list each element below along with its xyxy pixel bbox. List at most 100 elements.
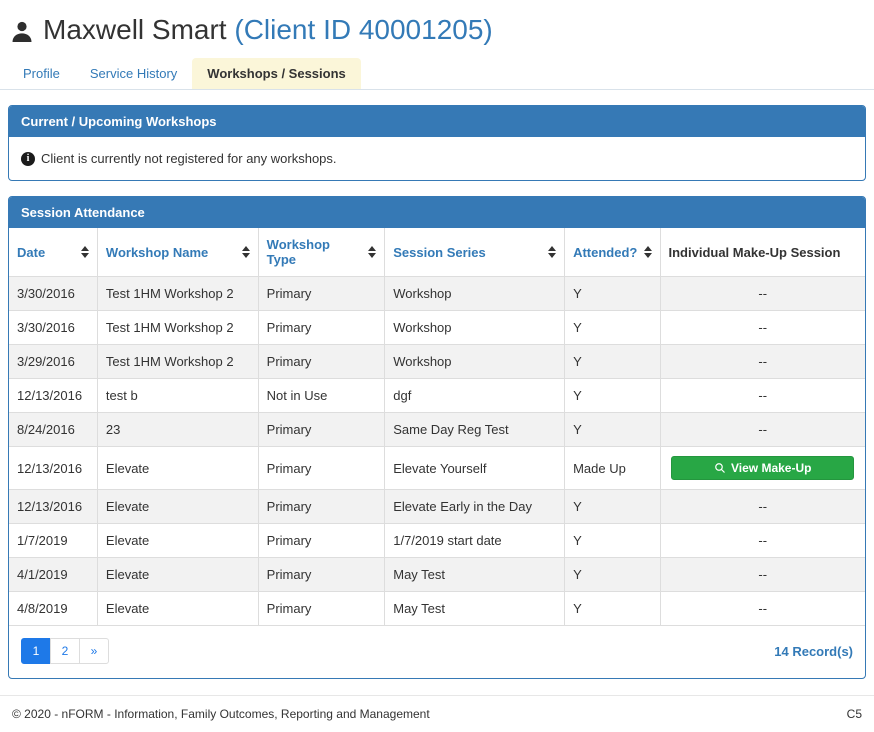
workshop-name-cell: Elevate — [96, 591, 259, 626]
record-count: 14 Record(s) — [774, 643, 853, 659]
date-cell: 3/29/2016 — [9, 344, 98, 379]
column-header-attended[interactable]: Attended? — [564, 228, 661, 277]
session-series-cell: May Test — [384, 557, 566, 592]
sort-icon[interactable] — [643, 246, 652, 258]
makeup-cell: -- — [659, 344, 865, 379]
date-cell: 12/13/2016 — [9, 446, 98, 490]
column-header-label: Workshop Name — [105, 244, 209, 260]
upcoming-workshops-panel-body: i Client is currently not registered for… — [9, 137, 865, 180]
workshop-type-cell: Primary — [257, 523, 386, 558]
sort-icon[interactable] — [548, 246, 557, 258]
workshop-name-cell: Test 1HM Workshop 2 — [96, 344, 259, 379]
tab-bar: Profile Service History Workshops / Sess… — [0, 58, 874, 90]
sort-icon[interactable] — [80, 246, 89, 258]
workshop-type-cell: Primary — [257, 489, 386, 524]
workshop-type-cell: Not in Use — [257, 378, 386, 413]
session-series-cell: dgf — [384, 378, 566, 413]
date-cell: 3/30/2016 — [9, 276, 98, 311]
page-title: Maxwell Smart (Client ID 40001205) — [43, 14, 493, 46]
tab-service-history[interactable]: Service History — [89, 66, 178, 81]
pagination-page-2[interactable]: 2 — [50, 638, 80, 664]
column-header-label: Workshop Type — [266, 237, 330, 267]
column-header-label: Attended? — [573, 244, 638, 260]
table-row: 4/1/2019 Elevate Primary May Test Y -- — [9, 557, 865, 592]
tab-profile[interactable]: Profile — [23, 66, 60, 81]
workshop-name-cell: Elevate — [96, 523, 259, 558]
search-icon — [714, 462, 726, 474]
table-row: 12/13/2016 Elevate Primary Elevate Early in… — [9, 489, 865, 524]
pagination-next[interactable]: » — [79, 638, 109, 664]
workshop-name-cell: test b — [96, 378, 259, 413]
table-row: 12/13/2016 test b Not in Use dgf Y -- — [9, 378, 865, 413]
attendance-table-body: 3/30/2016 Test 1HM Workshop 2 Primary Works… — [9, 276, 865, 626]
column-header-session-series[interactable]: Session Series — [384, 228, 566, 277]
sort-icon[interactable] — [368, 246, 377, 258]
column-header-label: Session Series — [393, 244, 486, 260]
workshop-name-cell: Test 1HM Workshop 2 — [96, 276, 259, 311]
column-header-workshop-name[interactable]: Workshop Name — [96, 228, 259, 277]
table-row: 3/30/2016 Test 1HM Workshop 2 Primary Works… — [9, 276, 865, 311]
attended-cell: Y — [564, 489, 661, 524]
session-series-cell: Workshop — [384, 344, 566, 379]
client-header: Maxwell Smart (Client ID 40001205) — [0, 8, 874, 46]
makeup-cell: -- — [659, 489, 865, 524]
view-makeup-button[interactable]: View Make-Up — [671, 456, 855, 480]
workshop-name-cell: 23 — [96, 412, 259, 447]
workshop-type-cell: Primary — [257, 557, 386, 592]
pagination-page-1[interactable]: 1 — [21, 638, 51, 664]
attended-cell: Made Up — [564, 446, 661, 490]
workshop-type-cell: Primary — [257, 591, 386, 626]
session-attendance-panel-title: Session Attendance — [9, 197, 865, 228]
person-icon — [10, 20, 34, 44]
upcoming-workshops-panel-title: Current / Upcoming Workshops — [9, 106, 865, 137]
attended-cell: Y — [564, 378, 661, 413]
makeup-cell: -- — [659, 523, 865, 558]
info-circle-icon: i — [21, 151, 35, 166]
column-header-date[interactable]: Date — [9, 228, 98, 277]
view-makeup-button-label: View Make-Up — [731, 461, 812, 475]
column-header-individual-makeup: Individual Make-Up Session — [659, 228, 865, 277]
makeup-cell: -- — [659, 378, 865, 413]
date-cell: 4/8/2019 — [9, 591, 98, 626]
workshop-type-cell: Primary — [257, 276, 386, 311]
tab-workshops-sessions[interactable]: Workshops / Sessions — [192, 58, 361, 89]
workshop-type-cell: Primary — [257, 412, 386, 447]
table-row: 1/7/2019 Elevate Primary 1/7/2019 start dat… — [9, 523, 865, 558]
makeup-cell: -- — [659, 557, 865, 592]
session-series-cell: Workshop — [384, 310, 566, 345]
makeup-cell: -- — [659, 591, 865, 626]
attended-cell: Y — [564, 310, 661, 345]
date-cell: 4/1/2019 — [9, 557, 98, 592]
session-attendance-table: Date Workshop Name Workshop Type Session… — [9, 228, 865, 626]
workshop-name-cell: Elevate — [96, 446, 259, 490]
no-workshops-message: Client is currently not registered for a… — [41, 151, 337, 166]
makeup-cell: -- — [659, 412, 865, 447]
upcoming-workshops-panel: Current / Upcoming Workshops i Client is… — [8, 105, 866, 181]
date-cell: 1/7/2019 — [9, 523, 98, 558]
table-row: 3/30/2016 Test 1HM Workshop 2 Primary Works… — [9, 310, 865, 345]
workshop-type-cell: Primary — [257, 446, 386, 490]
makeup-cell: -- — [659, 276, 865, 311]
attended-cell: Y — [564, 276, 661, 311]
table-footer: 1 2 » 14 Record(s) — [9, 626, 865, 678]
date-cell: 12/13/2016 — [9, 378, 98, 413]
table-row: 4/8/2019 Elevate Primary May Test Y -- — [9, 591, 865, 626]
workshop-name-cell: Elevate — [96, 489, 259, 524]
pagination: 1 2 » — [21, 638, 109, 664]
workshop-name-cell: Test 1HM Workshop 2 — [96, 310, 259, 345]
attended-cell: Y — [564, 412, 661, 447]
session-series-cell: 1/7/2019 start date — [384, 523, 566, 558]
site-footer: © 2020 - nFORM - Information, Family Out… — [0, 696, 874, 732]
sort-icon[interactable] — [241, 246, 250, 258]
table-header-row: Date Workshop Name Workshop Type Session… — [9, 228, 865, 277]
date-cell: 12/13/2016 — [9, 489, 98, 524]
attended-cell: Y — [564, 591, 661, 626]
workshop-type-cell: Primary — [257, 310, 386, 345]
column-header-label: Date — [17, 244, 46, 260]
table-row: 12/13/2016 Elevate Primary Elevate Yourself… — [9, 446, 865, 490]
session-attendance-panel: Session Attendance Date Workshop Name Wo… — [8, 196, 866, 679]
session-series-cell: Workshop — [384, 276, 566, 311]
session-series-cell: May Test — [384, 591, 566, 626]
column-header-workshop-type[interactable]: Workshop Type — [257, 228, 386, 277]
